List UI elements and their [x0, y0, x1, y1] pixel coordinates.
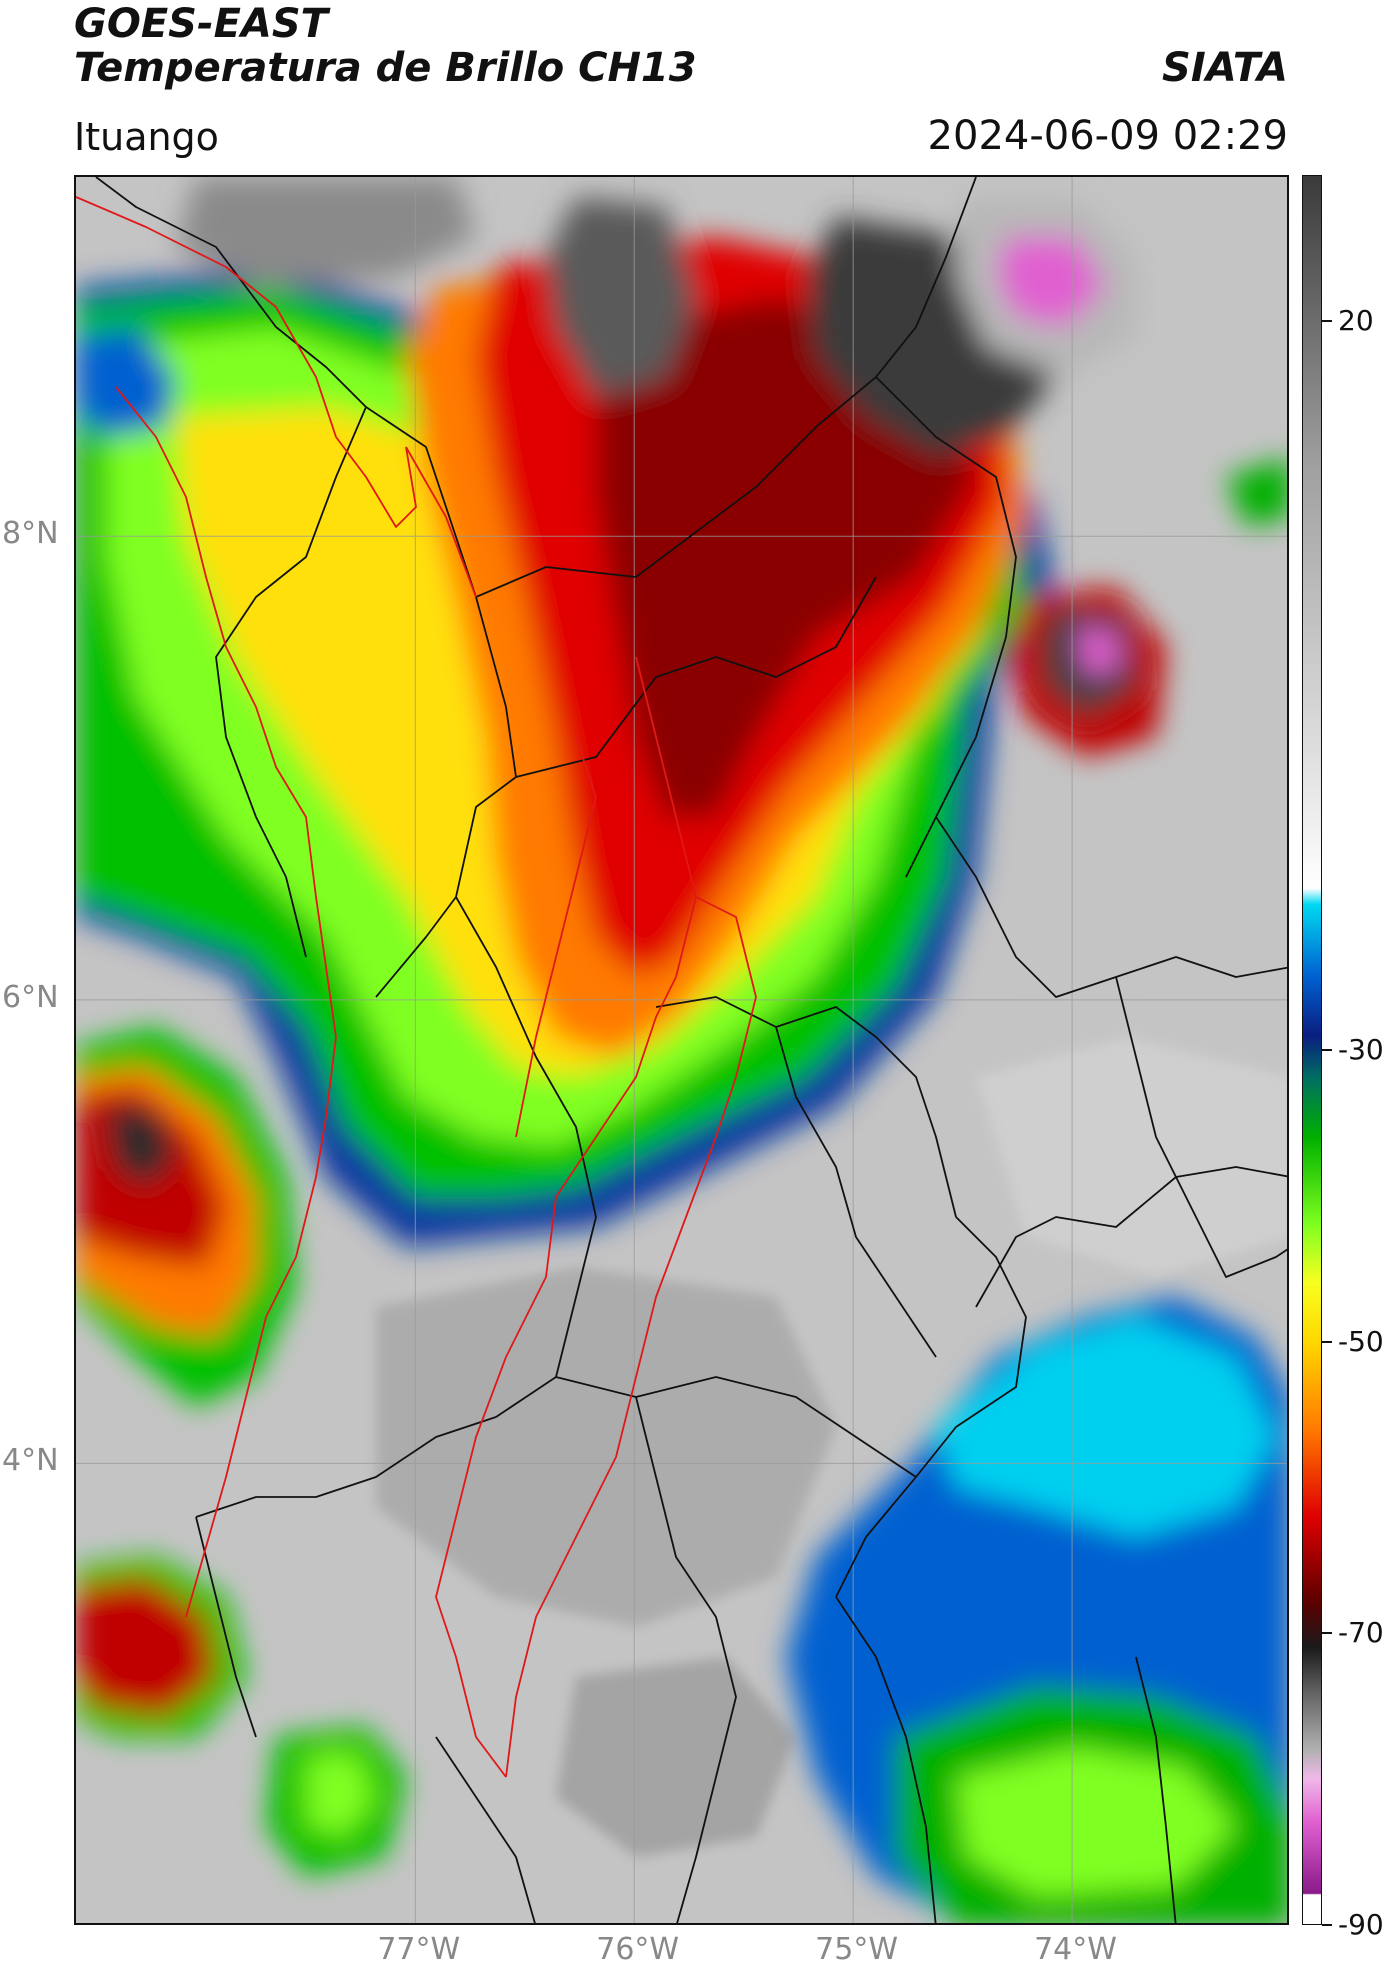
political-borders — [95, 177, 1287, 1923]
colorbar-tick-minus90 — [1322, 1924, 1332, 1926]
satellite-map[interactable] — [74, 175, 1289, 1925]
location-label: Ituango — [74, 115, 219, 159]
colorbar-tick-20 — [1322, 319, 1332, 322]
colorbar-label-minus30: -30 — [1338, 1033, 1384, 1066]
colorbar-label-minus50: -50 — [1338, 1324, 1384, 1358]
colorbar-tick-minus50 — [1322, 1340, 1332, 1343]
brightness-field — [76, 177, 1287, 1923]
lon-label-74w: 74°W — [1034, 1932, 1117, 1967]
colorbar-tick-minus30 — [1322, 1049, 1332, 1051]
lon-label-76w: 76°W — [596, 1932, 680, 1967]
lat-label-4: 4°N — [2, 1443, 59, 1479]
colorbar-label-minus70: -70 — [1338, 1616, 1384, 1650]
map-canvas — [76, 177, 1287, 1923]
colorbar — [1302, 175, 1322, 1925]
lon-label-77w: 77°W — [377, 1932, 461, 1967]
bright-light-field — [376, 1037, 1287, 1857]
lon-label-75w: 75°W — [815, 1932, 898, 1967]
title-line1: GOES-EAST — [74, 1, 328, 47]
title-line2: Temperatura de Brillo CH13 — [74, 45, 697, 91]
highlight-region-border — [76, 196, 757, 1778]
timestamp-label: 2024-06-09 02:29 — [927, 113, 1288, 159]
brand-label: SIATA — [1162, 45, 1288, 91]
colorbar-tick-minus70 — [1322, 1632, 1332, 1635]
colorbar-label-minus90: -90 — [1338, 1908, 1384, 1941]
lat-label-6: 6°N — [2, 979, 59, 1015]
lat-label-8: 8°N — [2, 516, 59, 552]
colorbar-label-20: 20 — [1338, 303, 1374, 337]
gridlines — [76, 177, 1287, 1923]
